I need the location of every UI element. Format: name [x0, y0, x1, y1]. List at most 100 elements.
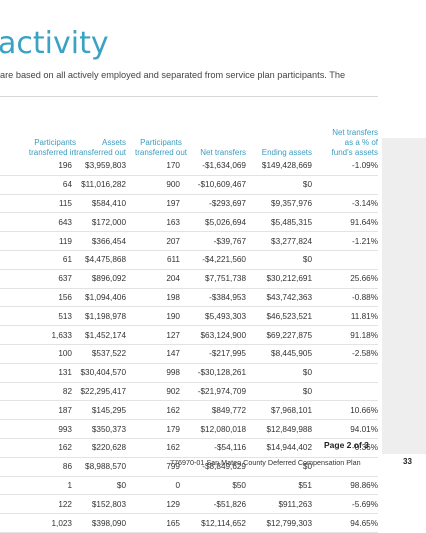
participants-in-cell: 115 — [0, 194, 72, 214]
table-row: 100 $537,522 147 -$217,995 $8,445,905 -2.58% — [0, 344, 378, 364]
net-transfers-cell: -$21,974,709 — [180, 382, 246, 402]
participants-out-cell: 799 — [126, 457, 180, 477]
assets-out-cell: $8,988,570 — [72, 457, 126, 477]
ending-assets-cell: $3,277,824 — [246, 231, 312, 251]
participants-out-cell: 902 — [126, 382, 180, 402]
net-transfers-cell: -$30,128,261 — [180, 363, 246, 383]
header-participants-out: Participants transferred out — [134, 138, 188, 157]
header-participants-in: Participants transferred in — [28, 138, 76, 157]
net-transfers-cell: $12,080,018 — [180, 419, 246, 439]
table-row: 86 $8,988,570 799 -$8,849,629 $0 — [0, 457, 378, 477]
participants-in-cell: 1,633 — [0, 325, 72, 345]
ending-assets-cell: $5,485,315 — [246, 212, 312, 233]
net-transfers-cell: $50 — [180, 476, 246, 496]
participants-out-cell: 165 — [126, 513, 180, 533]
assets-out-cell: $220,628 — [72, 438, 126, 458]
assets-out-cell: $537,522 — [72, 344, 126, 364]
assets-out-cell: $4,475,868 — [72, 250, 126, 270]
percent-cell: 10.66% — [312, 400, 378, 421]
participants-in-cell: 162 — [0, 438, 72, 458]
ending-assets-cell: $0 — [246, 457, 312, 477]
header-ending-assets: Ending assets — [261, 148, 312, 157]
assets-out-cell: $584,410 — [72, 194, 126, 214]
participants-in-cell: 119 — [0, 231, 72, 251]
percent-cell: -2.58% — [312, 344, 378, 364]
percent-cell: 11.81% — [312, 306, 378, 327]
ending-assets-cell: $0 — [246, 250, 312, 270]
participants-in-cell: 156 — [0, 288, 72, 308]
ending-assets-cell: $12,799,303 — [246, 513, 312, 533]
participants-out-cell: 170 — [126, 157, 180, 176]
participants-in-cell: 643 — [0, 212, 72, 233]
table-row: 61 $4,475,868 611 -$4,221,560 $0 — [0, 250, 378, 270]
assets-out-cell: $1,094,406 — [72, 288, 126, 308]
percent-cell: -0.88% — [312, 288, 378, 308]
table-row: 115 $584,410 197 -$293,697 $9,357,976 -3.14% — [0, 194, 378, 214]
percent-cell: -0.36% — [312, 438, 378, 458]
header-net-transfers: Net transfers — [200, 148, 246, 157]
net-transfers-cell: $12,114,652 — [180, 513, 246, 533]
net-transfers-cell: -$217,995 — [180, 344, 246, 364]
assets-out-cell: $22,295,417 — [72, 382, 126, 402]
ending-assets-cell: $14,944,402 — [246, 438, 312, 458]
assets-out-cell: $145,295 — [72, 400, 126, 421]
ending-assets-cell: $911,263 — [246, 494, 312, 515]
percent-cell: 98.86% — [312, 476, 378, 496]
participants-out-cell: 900 — [126, 175, 180, 195]
participants-out-cell: 179 — [126, 419, 180, 439]
percent-cell — [312, 250, 378, 270]
ending-assets-cell: $46,523,521 — [246, 306, 312, 327]
table-row: 1,633 $1,452,174 127 $63,124,900 $69,227,875… — [0, 325, 378, 345]
net-transfers-cell: -$39,767 — [180, 231, 246, 251]
participants-in-cell: 86 — [0, 457, 72, 477]
assets-out-cell: $366,454 — [72, 231, 126, 251]
net-transfers-cell: -$10,609,467 — [180, 175, 246, 195]
participants-out-cell: 162 — [126, 438, 180, 458]
assets-out-cell: $172,000 — [72, 212, 126, 233]
assets-out-cell: $1,452,174 — [72, 325, 126, 345]
net-transfers-cell: -$384,953 — [180, 288, 246, 308]
participants-out-cell: 162 — [126, 400, 180, 421]
page-subtitle: are based on all actively employed and s… — [0, 70, 346, 80]
percent-cell: 94.01% — [312, 419, 378, 439]
table-row: 187 $145,295 162 $849,772 $7,968,101 10.66% — [0, 400, 378, 421]
net-transfers-cell: -$54,116 — [180, 438, 246, 458]
net-transfers-cell: -$4,221,560 — [180, 250, 246, 270]
assets-out-cell: $30,404,570 — [72, 363, 126, 383]
participants-out-cell: 0 — [126, 476, 180, 496]
ending-assets-cell: $149,428,669 — [246, 157, 312, 176]
percent-cell: 25.66% — [312, 269, 378, 289]
net-transfers-cell: -$51,826 — [180, 494, 246, 515]
ending-assets-cell: $0 — [246, 175, 312, 195]
ending-assets-cell: $0 — [246, 382, 312, 402]
table-row: 513 $1,198,978 190 $5,493,303 $46,523,521 11.… — [0, 306, 378, 327]
plan-name: 776970-01 San Mateo County Deferred Comp… — [170, 458, 361, 467]
assets-out-cell: $896,092 — [72, 269, 126, 289]
participants-out-cell: 204 — [126, 269, 180, 289]
net-transfers-cell: $5,026,694 — [180, 212, 246, 233]
percent-cell: 94.65% — [312, 513, 378, 533]
percent-cell — [312, 382, 378, 402]
participants-in-cell: 131 — [0, 363, 72, 383]
table-row: 1,023 $398,090 165 $12,114,652 $12,799,303 94… — [0, 513, 378, 533]
percent-cell: -3.14% — [312, 194, 378, 214]
ending-assets-cell: $0 — [246, 363, 312, 383]
assets-out-cell: $3,959,803 — [72, 157, 126, 176]
net-transfers-cell: $63,124,900 — [180, 325, 246, 345]
participants-out-cell: 190 — [126, 306, 180, 327]
net-transfers-cell: $5,493,303 — [180, 306, 246, 327]
assets-out-cell: $152,803 — [72, 494, 126, 515]
header-assets-out: Assets transferred out — [73, 138, 126, 157]
percent-cell: -1.09% — [312, 157, 378, 176]
page-title: activity — [0, 26, 109, 61]
side-panel — [382, 138, 426, 454]
percent-cell: -5.69% — [312, 494, 378, 515]
participants-in-cell: 64 — [0, 175, 72, 195]
table-row: 131 $30,404,570 998 -$30,128,261 $0 — [0, 363, 378, 383]
participants-in-cell: 61 — [0, 250, 72, 270]
assets-out-cell: $11,016,282 — [72, 175, 126, 195]
net-transfers-cell: -$1,634,069 — [180, 157, 246, 176]
participants-in-cell: 122 — [0, 494, 72, 515]
participants-in-cell: 196 — [0, 157, 72, 176]
table-row: 156 $1,094,406 198 -$384,953 $43,742,363 -0.8… — [0, 288, 378, 308]
